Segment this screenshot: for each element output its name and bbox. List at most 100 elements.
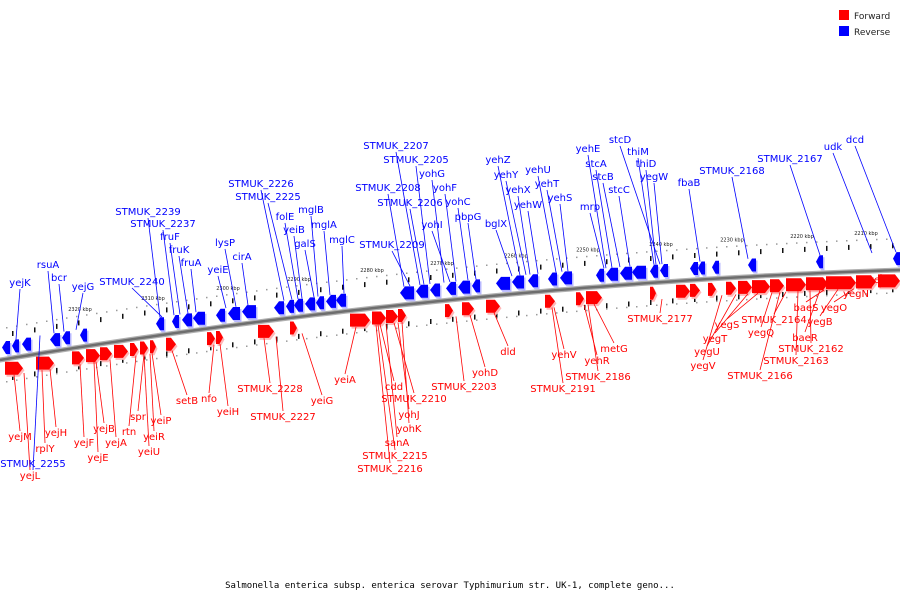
scale-tick xyxy=(606,259,608,265)
scale-dot xyxy=(186,299,188,302)
scale-tick xyxy=(254,339,256,345)
leader-line xyxy=(169,242,181,315)
reverse-gene-arrow xyxy=(22,337,31,351)
reverse-gene-label-udk: udk xyxy=(824,142,843,153)
reverse-gene-label-stmuk-2209: STMUK_2209 xyxy=(359,240,424,251)
scale-dot xyxy=(486,264,488,266)
forward-gene-label-setb: setB xyxy=(176,396,198,407)
scale-dot xyxy=(156,357,158,360)
forward-gene-label-yegd: yegD xyxy=(868,275,894,286)
reverse-gene-label-yehs: yehS xyxy=(548,193,573,204)
scale-dot xyxy=(696,247,698,250)
scale-dot xyxy=(436,269,438,271)
scale-dot xyxy=(306,283,308,286)
leader-line xyxy=(618,195,631,267)
forward-gene-label-stmuk-2162: STMUK_2162 xyxy=(778,344,843,355)
scale-dot xyxy=(476,265,478,267)
scale-tick xyxy=(78,320,80,326)
scale-tick xyxy=(562,306,564,312)
forward-gene-arrow xyxy=(676,284,690,298)
leader-line xyxy=(587,304,599,372)
scale-tick xyxy=(870,244,872,250)
reverse-gene-label-stmuk-2225: STMUK_2225 xyxy=(235,192,300,203)
scale-dot xyxy=(576,310,578,313)
scale-dot xyxy=(806,295,808,298)
scale-dot xyxy=(466,266,468,268)
scale-tick xyxy=(166,307,168,313)
scale-dot xyxy=(726,246,728,248)
leader-line xyxy=(109,359,117,438)
leader-line xyxy=(23,372,31,471)
reverse-gene-label-yehx: yehX xyxy=(505,185,530,196)
scale-dot xyxy=(46,374,48,376)
scale-dot xyxy=(426,270,428,272)
scale-dot xyxy=(856,293,858,296)
scale-dot xyxy=(506,262,508,265)
scale-tick xyxy=(56,323,58,329)
scale-tick xyxy=(232,298,234,304)
leader-line xyxy=(833,288,855,303)
forward-gene-arrow xyxy=(258,324,274,338)
leader-line xyxy=(275,336,284,412)
reverse-gene-arrow xyxy=(893,252,900,266)
reverse-gene-arrow xyxy=(216,308,225,322)
leader-line xyxy=(393,322,415,394)
leader-line xyxy=(395,151,421,286)
scale-dot xyxy=(746,244,748,247)
scale-dot xyxy=(616,253,618,255)
scale-tick xyxy=(848,244,850,250)
scale-dot xyxy=(606,254,608,256)
leader-line xyxy=(773,291,787,315)
scale-dot xyxy=(716,246,718,249)
scale-dot xyxy=(356,332,358,334)
forward-gene-label-stmuk-2215: STMUK_2215 xyxy=(362,451,427,462)
leader-line xyxy=(263,338,271,384)
forward-gene-arrow xyxy=(386,310,398,323)
leader-line xyxy=(505,180,527,275)
reverse-gene-label-rsua: rsuA xyxy=(37,260,60,271)
leader-line xyxy=(149,353,155,432)
forward-gene-label-yejm: yejM xyxy=(8,432,31,443)
scale-tick xyxy=(804,246,806,252)
scale-tick xyxy=(672,298,674,304)
leader-line xyxy=(341,245,345,294)
scale-dot xyxy=(626,306,628,309)
reverse-gene-label-fruk: fruK xyxy=(169,245,190,256)
scale-dot xyxy=(216,349,218,351)
scale-dot xyxy=(256,290,258,292)
forward-gene-label-stmuk-2203: STMUK_2203 xyxy=(431,382,496,393)
reverse-gene-arrow xyxy=(156,317,164,331)
scale-tick xyxy=(298,333,300,339)
leader-line xyxy=(75,292,84,330)
scale-dot xyxy=(736,245,738,247)
scale-dot xyxy=(446,268,448,270)
forward-gene-arrow xyxy=(738,280,752,294)
scale-dot xyxy=(646,251,648,253)
leader-line xyxy=(310,215,319,297)
scale-tick xyxy=(430,319,432,324)
reverse-gene-label-stcb: stcB xyxy=(592,172,614,183)
scale-dot xyxy=(36,376,38,378)
reverse-gene-label-yehz: yehZ xyxy=(485,155,510,166)
scale-dot xyxy=(396,327,398,330)
forward-gene-label-stmuk-2164: STMUK_2164 xyxy=(741,315,806,326)
scale-dot xyxy=(446,322,448,324)
scale-tick xyxy=(232,342,234,348)
scale-tick xyxy=(210,301,212,307)
reverse-gene-label-stmuk-2226: STMUK_2226 xyxy=(228,179,293,190)
scale-dot xyxy=(406,326,408,328)
scale-dot xyxy=(756,244,758,246)
scale-tick xyxy=(144,354,146,360)
reverse-gene-arrow xyxy=(12,339,19,353)
forward-gene-arrow xyxy=(36,356,54,370)
reverse-gene-label-yohg: yohG xyxy=(419,169,445,180)
reverse-gene-arrow xyxy=(528,274,538,288)
scale-dot xyxy=(196,352,198,354)
leader-line xyxy=(137,354,145,412)
forward-gene-arrow xyxy=(5,361,23,375)
forward-gene-arrow xyxy=(150,340,156,354)
scale-dot xyxy=(76,369,78,372)
forward-gene-arrow xyxy=(114,344,128,358)
leader-line xyxy=(726,292,759,320)
forward-gene-label-yejb: yejB xyxy=(93,424,115,435)
